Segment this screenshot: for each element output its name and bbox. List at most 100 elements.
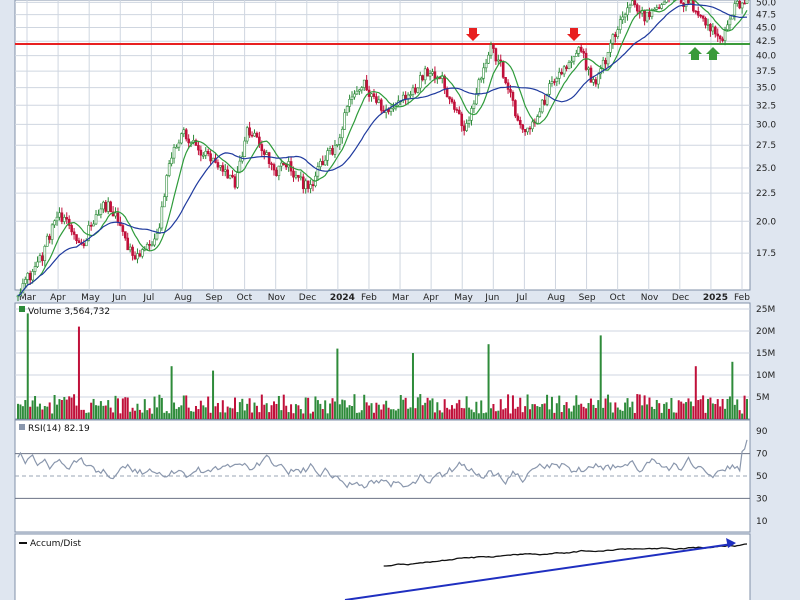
volume-bar [294,404,297,419]
volume-bar [17,403,19,419]
price-x-tick-label: Dec [299,293,316,303]
candle-body [643,9,646,22]
candle-body [589,67,593,83]
volume-bar [394,410,397,419]
volume-bar [102,405,105,419]
moving-average-long [17,3,747,297]
volume-bar [646,404,649,419]
rsi-grid [15,453,750,499]
volume-bar [663,403,666,419]
candle-body [731,14,734,20]
volume-bar [148,408,151,419]
candle-body [82,243,86,247]
volume-bar [643,395,646,419]
candle-body [494,48,498,62]
candle-body [587,67,590,70]
candle-body [479,77,483,81]
volume-bar [660,412,663,419]
volume-bar [529,409,532,419]
candle-body [145,244,149,250]
volume-bar [685,402,688,419]
candle-body [236,171,239,188]
volume-bar [533,404,536,419]
candle-body [448,96,451,100]
price-x-tick-label: Apr [50,293,66,303]
volume-bar [21,406,24,419]
volume-bar [526,394,529,419]
candle-body [63,217,66,222]
candle-body [577,46,581,54]
candle-body [319,161,322,168]
rsi-line [17,439,748,489]
candle-body [238,160,242,173]
candle-body [116,212,120,223]
candle-body [177,142,181,148]
volume-bar [653,409,656,419]
price-x-tick-label: Dec [672,293,689,303]
volume-bar [563,405,566,419]
volume-bar [621,410,624,419]
volume-bar [638,394,641,419]
volume-tick-label: 20M [756,327,775,337]
volume-bar [616,407,619,419]
candle-body [450,98,454,103]
volume-bar [628,407,631,419]
volume-bar [548,409,551,419]
candle-body [594,79,598,85]
candle-body [660,4,663,9]
volume-bar [221,400,224,419]
volume-bar [614,402,617,419]
candle-body [323,159,327,166]
candle-body [182,129,186,135]
volume-bar [212,370,215,419]
volume-bar [531,404,534,419]
volume-bar [136,403,139,419]
candle-body [443,75,446,89]
volume-bar [224,412,227,419]
volume-bar [463,408,466,419]
volume-bar [48,402,51,419]
candle-body [38,255,42,263]
candle-body [377,99,381,103]
volume-bar [246,403,249,419]
volume-bar [694,366,697,419]
volume-bar [263,404,266,419]
candle-body [128,246,132,251]
volume-label-swatch [19,306,25,312]
volume-bar [450,405,453,419]
volume-bar [314,396,317,419]
candle-body [716,33,720,37]
price-tick-label: 40.0 [756,52,776,62]
candle-body [114,212,117,217]
candle-body [216,162,220,168]
volume-bar [131,407,134,419]
price-x-tick-label: Nov [641,293,659,303]
candle-body [165,175,169,198]
volume-bar [402,399,405,419]
volume-bar [231,408,234,419]
volume-bar [290,404,293,419]
candle-body [609,42,612,53]
candle-body [575,53,578,57]
candle-body [162,196,166,208]
volume-bar [607,394,610,419]
candle-body [489,44,493,56]
candle-body [350,96,354,100]
candle-body [262,150,266,155]
candle-body [706,24,710,26]
candle-body [284,164,288,168]
rsi-label: RSI(14) 82.19 [28,424,90,434]
volume-bar [70,397,73,419]
candle-body [358,89,361,92]
volume-bar [273,401,276,419]
price-tick-label: 22.5 [756,189,776,199]
volume-bar [277,395,280,419]
volume-bar [56,404,59,419]
candle-body [299,176,303,179]
candle-body [531,121,534,130]
volume-bar [541,404,544,419]
volume-bar [116,398,119,419]
volume-bar [736,399,739,419]
candle-body [26,273,30,280]
candle-body [567,62,571,70]
